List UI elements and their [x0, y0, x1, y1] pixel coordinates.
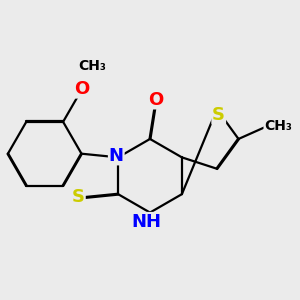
Text: S: S [212, 106, 225, 124]
Text: S: S [72, 188, 85, 206]
Text: O: O [74, 80, 89, 98]
Text: N: N [109, 146, 124, 164]
Text: CH₃: CH₃ [79, 59, 106, 74]
Text: NH: NH [131, 213, 161, 231]
Text: O: O [148, 91, 163, 109]
Text: CH₃: CH₃ [264, 119, 292, 133]
